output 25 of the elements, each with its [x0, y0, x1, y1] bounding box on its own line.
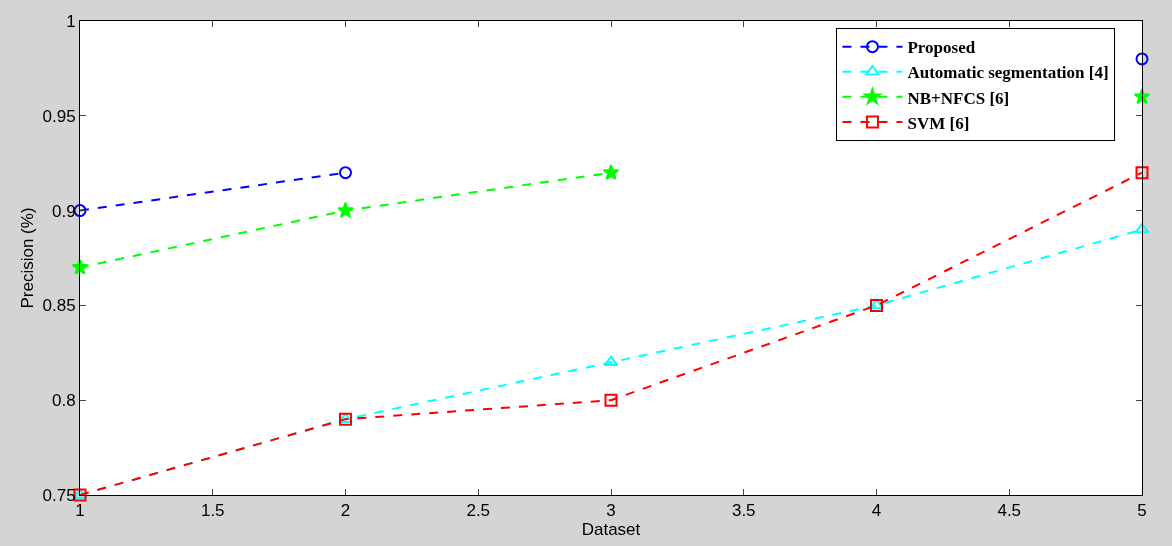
x-tick-label: 4: [871, 501, 882, 521]
point: [1135, 52, 1149, 66]
y-tick-label: 1: [66, 11, 76, 31]
point: [602, 163, 620, 180]
point: [1133, 88, 1151, 105]
point: [603, 355, 619, 367]
x-tick-label: 2: [340, 501, 351, 521]
y-tick-label: 0.95: [42, 106, 76, 126]
point: [1135, 166, 1149, 180]
x-tick-label: 3.5: [731, 501, 756, 521]
y-axis-title: Precision (%): [18, 207, 38, 309]
y-tick-label: 0.9: [51, 201, 76, 221]
x-axis-title: Dataset: [581, 520, 641, 540]
y-tick-label: 0.8: [51, 391, 76, 411]
legend-label: Automatic segmentation [4]: [907, 63, 1109, 83]
x-tick-label: 4.5: [997, 501, 1022, 521]
x-tick-label: 1.5: [200, 501, 225, 521]
legend-label: SVM [6]: [907, 113, 970, 133]
legend-label: Proposed: [907, 38, 976, 58]
point: [604, 393, 618, 407]
legend-label: NB+NFCS [6]: [907, 88, 1010, 108]
x-tick-label: 2.5: [466, 501, 491, 521]
x-tick-label: 5: [1137, 501, 1147, 521]
x-tick-label: 3: [606, 501, 616, 521]
y-tick-label: 0.85: [42, 296, 76, 316]
